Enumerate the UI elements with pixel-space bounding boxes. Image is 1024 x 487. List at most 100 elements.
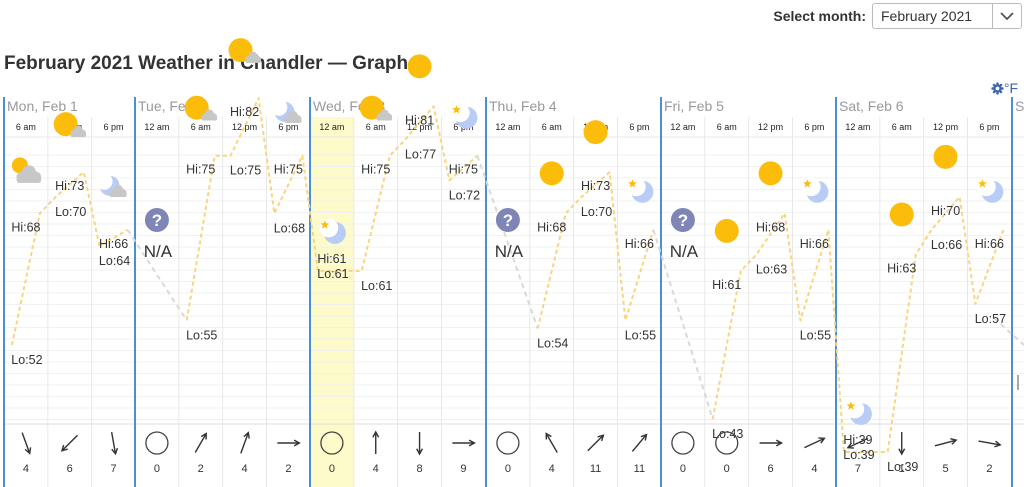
weather-icon-moon-star <box>626 177 654 203</box>
time-label: 12 am <box>845 122 870 132</box>
wind-indicator <box>452 439 476 447</box>
wind-arrow-icon <box>847 437 869 449</box>
wind-arrowhead-icon <box>243 431 250 439</box>
hi-label: Hi:66 <box>99 237 128 251</box>
lo-label: Lo:68 <box>274 221 305 235</box>
wind-speed-label: 0 <box>680 463 686 475</box>
month-select[interactable]: February 2021 <box>872 3 1022 29</box>
wind-row: 4 6 7 0 2 4 2 0 4 8 9 0 4 11 11 0 0 6 4 7 1 5 2 <box>21 430 1002 475</box>
time-label: 6 am <box>16 122 36 132</box>
temp-line-segment <box>10 171 129 346</box>
question-icon: ? <box>144 208 169 232</box>
wind-speed-label: 2 <box>198 463 204 475</box>
na-label: N/A <box>670 242 699 261</box>
hi-label: Hi:66 <box>625 237 654 251</box>
star-icon <box>628 179 637 188</box>
calm-circle-icon <box>496 431 520 455</box>
hi-label: Hi:82 <box>230 105 259 119</box>
time-label: 6 pm <box>104 122 124 132</box>
wind-indicator <box>587 434 605 452</box>
weather-icon-cloudy-moon <box>270 98 302 123</box>
sun-icon <box>228 38 253 63</box>
wind-indicator <box>194 432 207 453</box>
star-icon <box>978 179 987 188</box>
sun-icon <box>359 95 384 120</box>
wind-arrow-icon <box>934 439 957 447</box>
units-toggle[interactable]: °F <box>991 80 1018 96</box>
lo-label: Lo:55 <box>800 328 831 342</box>
wind-indicator <box>21 432 32 455</box>
na-label: N/A <box>495 242 524 261</box>
wind-indicator <box>496 431 520 455</box>
temp-gap-line <box>476 155 539 329</box>
day-label: Fri, Feb 5 <box>664 98 724 114</box>
wind-indicator <box>240 431 250 454</box>
lo-label: Lo:55 <box>186 328 217 342</box>
wind-indicator <box>320 431 344 455</box>
lo-label: Lo:66 <box>931 238 962 252</box>
weather-icons: ??? <box>11 38 1004 425</box>
temperature-line <box>10 97 1024 453</box>
wind-speed-label: 7 <box>111 463 117 475</box>
wind-indicator <box>715 431 739 455</box>
chevron-down-icon[interactable] <box>992 4 1021 28</box>
moon-icon <box>450 103 478 129</box>
na-label: N/A <box>144 242 173 261</box>
cloud-icon <box>16 165 42 183</box>
lo-label: Lo:57 <box>975 312 1006 326</box>
wind-speed-label: 0 <box>154 463 160 475</box>
wind-arrow-icon <box>21 432 31 454</box>
units-label: °F <box>1003 80 1018 96</box>
star-icon <box>452 105 461 114</box>
moon-icon <box>976 177 1004 203</box>
sun-icon <box>933 144 958 169</box>
hi-label: Hi:68 <box>756 220 785 234</box>
wind-indicator <box>277 439 301 447</box>
selected-month-value: February 2021 <box>881 8 973 24</box>
select-month-label: Select month: <box>773 8 866 24</box>
lo-label: Lo:61 <box>361 279 392 293</box>
wind-arrowhead-icon <box>293 439 301 447</box>
moon-icon <box>801 177 829 203</box>
wind-speed-label: 4 <box>242 463 248 475</box>
gear-icon[interactable] <box>991 81 1004 95</box>
wind-arrowhead-icon <box>994 440 1002 448</box>
time-label: 12 am <box>670 122 695 132</box>
time-label: 6 pm <box>278 122 298 132</box>
temp-gap-line <box>652 229 714 420</box>
weather-icon-unknown: ? <box>495 208 520 232</box>
temperature-labels: Hi:68 Lo:52 Hi:73 Lo:70 Hi:66 Lo:64 N/A Hi:75 Lo… <box>11 105 1006 474</box>
time-label: 12 am <box>495 122 520 132</box>
wind-speed-label: 1 <box>899 463 905 475</box>
wind-speed-label: 8 <box>417 463 423 475</box>
wind-indicator <box>631 433 648 452</box>
wind-arrowhead-icon <box>846 442 854 449</box>
sun-icon <box>758 161 783 186</box>
svg-text:?: ? <box>152 211 162 230</box>
cloud-icon <box>109 184 127 197</box>
wind-speed-label: 9 <box>460 463 466 475</box>
time-label: 12 pm <box>407 122 432 132</box>
wind-speed-label: 7 <box>855 463 861 475</box>
weather-icon-sun <box>889 202 914 227</box>
day-label: Sat, Feb 6 <box>839 98 904 114</box>
wind-indicator <box>978 440 1002 448</box>
time-label: 12 pm <box>758 122 783 132</box>
wind-speed-label: 6 <box>768 463 774 475</box>
temp-gap-line <box>126 229 188 321</box>
month-picker: Select month: February 2021 <box>773 2 1022 30</box>
time-label: 6 pm <box>629 122 649 132</box>
time-label: 12 am <box>319 122 344 132</box>
time-label: 6 am <box>892 122 912 132</box>
calm-circle-icon <box>715 431 739 455</box>
sun-icon <box>714 218 739 243</box>
time-labels: 6 am 12 pm 6 pm 12 am 6 am 12 pm 6 pm 12 am 6 am… <box>16 122 999 132</box>
wind-arrowhead-icon <box>818 437 826 444</box>
time-label: 12 pm <box>933 122 958 132</box>
chart-background <box>310 117 354 487</box>
cloud-icon <box>284 110 302 123</box>
hi-label: Hi:73 <box>55 179 84 193</box>
cloud-icon <box>201 109 218 121</box>
moon-icon <box>319 218 346 244</box>
